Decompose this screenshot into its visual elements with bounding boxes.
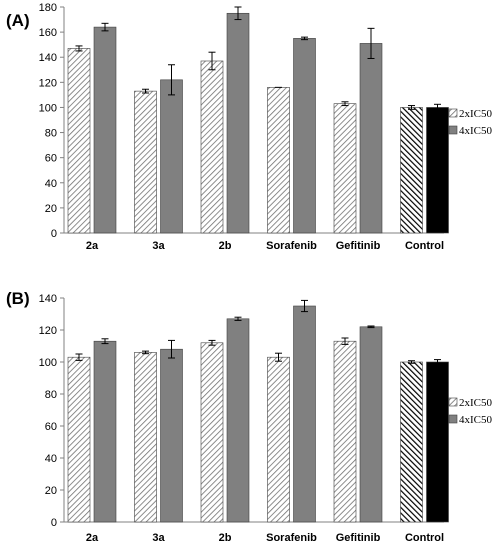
bar-4x: [426, 107, 449, 234]
y-tick-label: 180: [39, 2, 57, 14]
y-tick-label: 100: [39, 357, 57, 369]
bar-4x: [293, 305, 316, 523]
y-tick-label: 60: [45, 153, 57, 165]
legend-label: 4xIC50: [459, 125, 493, 137]
legend-label: 2xIC50: [459, 108, 493, 120]
bar-4x: [160, 79, 183, 234]
category-label: 3a: [152, 532, 165, 544]
bar-2x: [333, 340, 357, 523]
y-tick-label: 40: [45, 453, 57, 465]
category-label: 2a: [86, 532, 99, 544]
legend-label: 2xIC50: [459, 397, 493, 409]
category-label: Control: [405, 240, 444, 252]
bar-4x: [359, 43, 383, 234]
y-tick-label: 100: [39, 102, 57, 114]
category-label: Gefitinib: [336, 532, 381, 544]
category-label: Control: [405, 532, 444, 544]
bar-4x: [359, 326, 383, 523]
y-tick-label: 20: [45, 203, 57, 215]
bar-2x: [333, 103, 357, 234]
category-label: 2b: [219, 532, 232, 544]
category-label: 2b: [219, 240, 232, 252]
y-tick-label: 0: [51, 228, 57, 240]
bar-2x: [134, 90, 157, 234]
bar-2x: [67, 356, 91, 523]
bar-2x: [200, 60, 224, 234]
bar-2x: [267, 87, 290, 234]
bar-4x: [226, 12, 250, 234]
panel-b-chart: (B) 0 20 40 60 80 100 120 140 2a 3a 2b Sorafenib Gefi…: [6, 289, 493, 544]
y-tick-label: 80: [45, 389, 57, 401]
bar-4x: [160, 348, 183, 523]
bar-4x: [226, 318, 250, 523]
bar-2x: [67, 48, 91, 234]
panel-label: (A): [6, 11, 30, 30]
y-tick-label: 160: [39, 27, 57, 39]
y-tick-label: 0: [51, 517, 57, 529]
legend-swatch: [448, 397, 458, 407]
bar-4x: [426, 361, 449, 523]
bar-2x: [200, 342, 224, 523]
legend-swatch: [448, 414, 458, 424]
y-tick-label: 60: [45, 421, 57, 433]
bar-4x: [93, 340, 117, 523]
y-tick-label: 120: [39, 77, 57, 89]
y-tick-label: 140: [39, 52, 57, 64]
bar-2x: [267, 356, 290, 523]
bar-2x: [400, 107, 423, 234]
category-label: 2a: [86, 240, 99, 252]
y-tick-label: 20: [45, 485, 57, 497]
bar-4x: [293, 38, 316, 234]
legend-swatch: [448, 125, 458, 135]
panel-label: (B): [6, 289, 30, 308]
legend-swatch: [448, 108, 458, 118]
category-label: Gefitinib: [336, 240, 381, 252]
bar-2x: [134, 352, 157, 523]
category-label: 3a: [152, 240, 165, 252]
category-label: Sorafenib: [266, 532, 317, 544]
y-tick-label: 40: [45, 178, 57, 190]
bar-4x: [93, 26, 117, 234]
y-tick-label: 80: [45, 128, 57, 140]
y-tick-label: 140: [39, 293, 57, 305]
bar-2x: [400, 361, 423, 523]
panel-a-chart: (A) 0 20 40 60 80 100 120 140 160 180 2a 3a 2b Sorafen…: [6, 2, 493, 252]
legend-label: 4xIC50: [459, 414, 493, 426]
y-tick-label: 120: [39, 325, 57, 337]
category-label: Sorafenib: [266, 240, 317, 252]
